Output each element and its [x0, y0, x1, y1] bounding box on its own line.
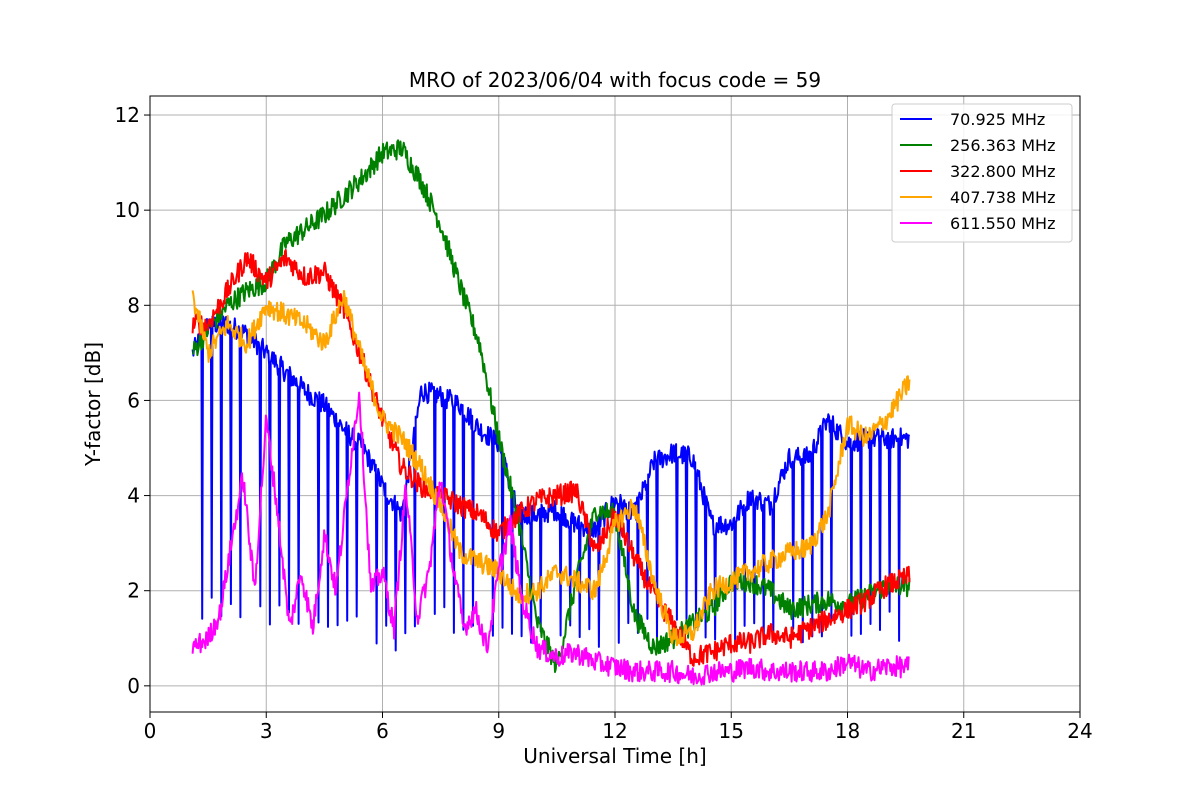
x-axis: 0 3 6 9 12 15 18 21 24 [144, 712, 1093, 743]
x-tick-label: 18 [835, 719, 860, 743]
x-tick-label: 24 [1067, 719, 1092, 743]
y-tick-label: 8 [127, 293, 140, 317]
legend-label: 611.550 MHz [950, 214, 1055, 233]
series-line-4 [191, 289, 911, 647]
series-line-1 [191, 313, 911, 652]
x-tick-label: 3 [260, 719, 273, 743]
y-tick-label: 0 [127, 674, 140, 698]
x-tick-label: 6 [376, 719, 389, 743]
legend-label: 407.738 MHz [950, 188, 1055, 207]
x-tick-label: 9 [492, 719, 505, 743]
legend-label: 322.800 MHz [950, 162, 1055, 181]
y-tick-label: 6 [127, 388, 140, 412]
series-line-5 [191, 391, 910, 686]
series-line-3 [191, 249, 911, 667]
y-axis: 0 2 4 6 8 10 12 [115, 103, 150, 698]
y-tick-label: 12 [115, 103, 140, 127]
x-tick-label: 15 [719, 719, 744, 743]
chart-title: MRO of 2023/06/04 with focus code = 59 [409, 68, 821, 92]
x-tick-label: 12 [602, 719, 627, 743]
series-line-2 [192, 139, 911, 673]
legend-label: 256.363 MHz [950, 136, 1055, 155]
y-tick-label: 10 [115, 198, 140, 222]
y-tick-label: 2 [127, 579, 140, 603]
y-tick-label: 4 [127, 484, 140, 508]
legend-box [891, 103, 1073, 243]
x-tick-label: 21 [951, 719, 976, 743]
series-layer [191, 139, 911, 686]
x-axis-label: Universal Time [h] [523, 744, 706, 768]
legend: 70.925 MHz 256.363 MHz 322.800 MHz 407.738 … [891, 103, 1073, 243]
legend-label: 70.925 MHz [950, 110, 1045, 129]
y-axis-label: Y-factor [dB] [81, 342, 105, 467]
x-tick-label: 0 [144, 719, 157, 743]
